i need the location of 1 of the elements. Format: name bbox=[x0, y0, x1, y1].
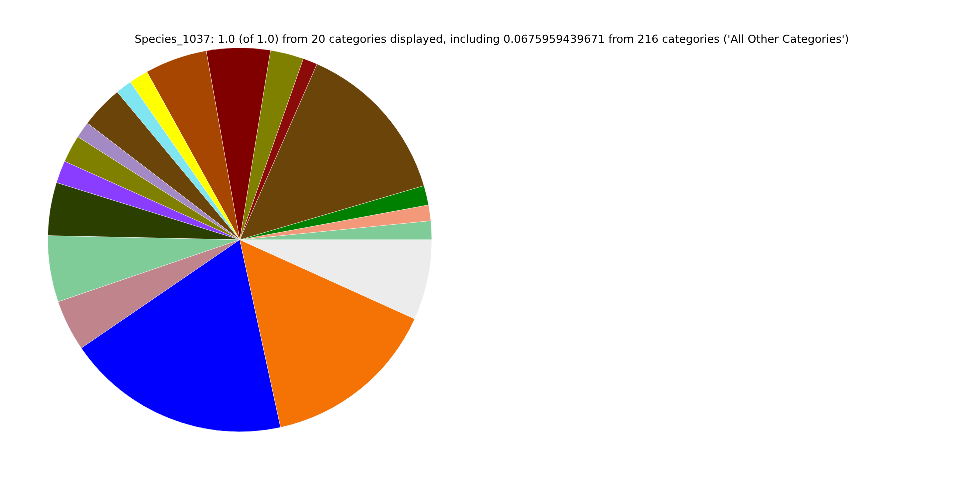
text: Species_1037: 1.0 (of 1.0) from 20 categories displayed, including 0.0675959439671 from 216 categories ('All Other Categories') bbox=[134, 33, 850, 46]
